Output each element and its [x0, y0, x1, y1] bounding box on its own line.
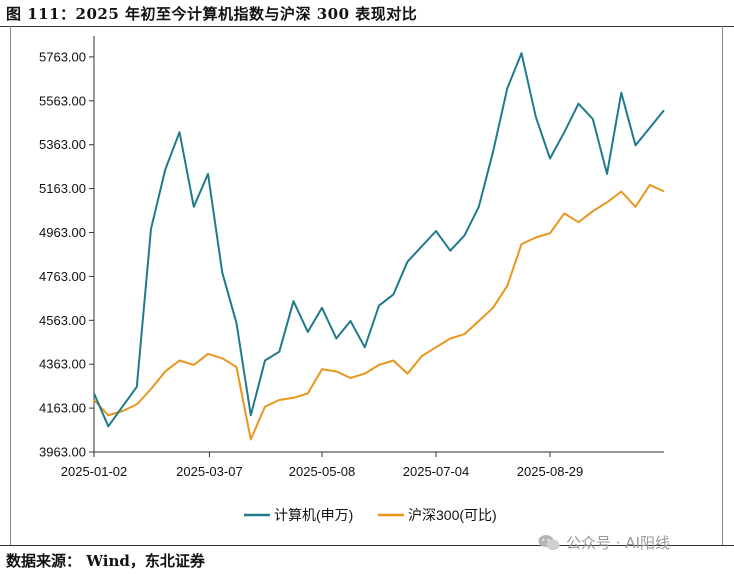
series-layer [93, 52, 665, 441]
watermark-text: 公众号 · AI阳线 [566, 534, 670, 552]
x-tick-label: 2025-01-02 [61, 464, 128, 479]
x-tick-label: 2025-08-29 [517, 464, 584, 479]
bottom-rule [0, 545, 734, 546]
y-tick-label: 5563.00 [39, 93, 86, 108]
watermark: 公众号 · AI阳线 [538, 532, 670, 553]
x-tick-label: 2025-05-08 [289, 464, 356, 479]
frame-right-border [722, 26, 723, 545]
y-tick-label: 4363.00 [39, 357, 86, 372]
y-tick-label: 4963.00 [39, 225, 86, 240]
legend-label: 沪深300(可比) [408, 507, 497, 523]
x-tick-label: 2025-07-04 [403, 464, 470, 479]
y-tick-label: 5163.00 [39, 181, 86, 196]
y-tick-label: 4563.00 [39, 313, 86, 328]
y-tick-label: 5363.00 [39, 137, 86, 152]
y-tick-label: 4163.00 [39, 401, 86, 416]
wechat-icon [538, 535, 560, 551]
x-axis: 2025-01-02 2025-03-07 2025-05-08 2025-07-04… [61, 451, 664, 479]
y-tick-label: 4763.00 [39, 269, 86, 284]
legend-label: 计算机(申万) [274, 507, 353, 523]
frame-left-border [10, 26, 11, 545]
top-rule [0, 26, 734, 27]
source-note: 数据来源： Wind，东北证券 [6, 552, 205, 570]
y-tick-label: 5763.00 [39, 49, 86, 64]
x-tick-label: 2025-03-07 [176, 464, 243, 479]
legend: 计算机(申万) 沪深300(可比) [244, 507, 497, 523]
series-line-0 [93, 52, 665, 428]
figure-title: 图 111：2025 年初至今计算机指数与沪深 300 表现对比 [6, 5, 418, 23]
y-tick-label: 3963.00 [39, 445, 86, 460]
series-line-1 [93, 183, 665, 441]
y-axis: 3963.00 4163.00 4363.00 4563.00 4763.00 4963.… [39, 36, 95, 460]
